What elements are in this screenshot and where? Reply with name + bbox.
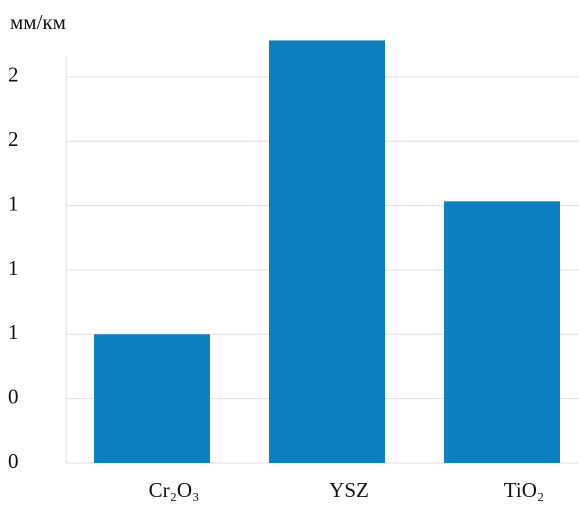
bar — [269, 40, 385, 464]
x-tick-label: Cr₂O₃ — [149, 478, 200, 502]
y-tick-label: 0 — [8, 449, 19, 473]
x-tick-label: YSZ — [329, 478, 369, 502]
y-tick-label: 2 — [8, 127, 19, 151]
y-tick-label: 2 — [8, 63, 19, 87]
y-tick-label: 1 — [8, 320, 19, 344]
bar — [444, 201, 560, 463]
bar — [94, 334, 210, 463]
x-tick-label: TiO₂ — [504, 478, 544, 502]
y-tick-label: 1 — [8, 256, 19, 280]
y-tick-label: 0 — [8, 384, 19, 408]
y-tick-label: 1 — [8, 191, 19, 215]
y-axis-label: мм/км — [10, 10, 66, 34]
